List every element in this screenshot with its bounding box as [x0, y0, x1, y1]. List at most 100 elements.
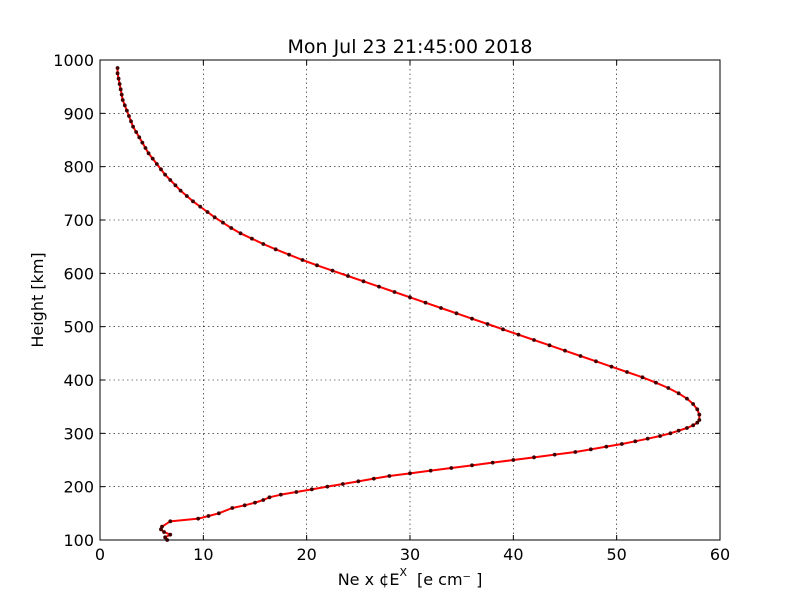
data-point: [129, 119, 133, 124]
data-point: [300, 258, 305, 262]
data-point: [150, 156, 155, 161]
data-point: [676, 391, 681, 396]
y-tick-label: 900: [63, 104, 94, 123]
data-point: [229, 226, 234, 230]
chart-title: Mon Jul 23 21:45:00 2018: [287, 36, 532, 58]
y-tick-label: 200: [63, 478, 94, 497]
data-point: [163, 535, 168, 540]
x-axis-label-main: Ne x ¢E: [338, 570, 400, 589]
data-point: [532, 455, 536, 460]
data-point: [654, 380, 658, 385]
data-point: [261, 242, 266, 246]
data-point: [178, 188, 183, 193]
grid-layer: [100, 60, 720, 540]
data-point: [485, 322, 490, 326]
data-point: [501, 327, 505, 332]
data-point: [206, 514, 211, 518]
data-point: [162, 530, 166, 534]
x-axis-label: Ne x ¢EX [e cm⁻ ]: [338, 566, 483, 589]
data-point: [253, 500, 257, 505]
x-tick-label: 40: [503, 545, 523, 564]
x-tick-label: 10: [193, 545, 213, 564]
data-point: [594, 359, 598, 364]
data-point: [118, 87, 123, 92]
data-point: [685, 396, 689, 401]
data-point: [573, 450, 578, 454]
x-tick-label: 30: [400, 545, 420, 564]
data-point: [470, 316, 474, 321]
data-point: [361, 279, 366, 284]
y-tick-label: 300: [63, 424, 94, 443]
data-point: [454, 311, 459, 316]
data-point: [221, 220, 225, 225]
data-point: [205, 210, 210, 214]
data-point: [691, 423, 696, 428]
data-point: [697, 418, 702, 422]
x-axis-label-unit: [e cm⁻ ]: [417, 570, 482, 589]
data-point: [134, 130, 139, 134]
data-point: [198, 204, 203, 209]
data-point: [140, 140, 145, 145]
data-point: [356, 479, 361, 484]
data-point: [532, 338, 536, 342]
y-tick-label: 100: [63, 531, 94, 550]
y-tick-label: 500: [63, 318, 94, 337]
data-point: [184, 194, 189, 198]
data-point: [408, 295, 412, 300]
tick-layer: 0 10 20 30 40 50 60 100 200 300 400 500 600 700 800 900…: [53, 51, 730, 564]
data-point: [685, 426, 689, 430]
data-point: [633, 439, 638, 444]
data-point: [163, 172, 168, 177]
data-point: [346, 274, 350, 278]
data-point: [212, 215, 217, 220]
data-point: [117, 82, 122, 86]
data-point: [124, 108, 129, 113]
data-point: [547, 343, 552, 348]
y-tick-label: 1000: [53, 51, 94, 70]
data-point: [116, 76, 121, 81]
data-point: [490, 460, 495, 465]
data-point: [250, 236, 254, 241]
data-point: [168, 519, 173, 524]
x-tick-label: 0: [95, 545, 105, 564]
data-point: [423, 300, 428, 305]
data-point: [668, 431, 673, 436]
y-tick-label: 600: [63, 264, 94, 283]
data-point: [563, 348, 567, 353]
data-point: [143, 146, 148, 150]
data-point: [340, 482, 345, 486]
data-point: [278, 492, 283, 497]
data-point: [588, 447, 593, 452]
data-point: [238, 231, 243, 236]
data-point: [428, 468, 433, 473]
data-point: [325, 484, 330, 489]
data-point: [449, 466, 454, 470]
data-point: [645, 436, 650, 441]
y-axis-label: Height [km]: [28, 252, 47, 347]
data-point: [122, 103, 127, 108]
y-tick-label: 400: [63, 371, 94, 390]
data-point: [640, 375, 645, 380]
data-point: [191, 199, 195, 204]
data-point: [115, 71, 120, 76]
data-point: [115, 66, 120, 70]
data-point: [159, 167, 163, 172]
data-point: [287, 252, 291, 257]
data-point: [309, 487, 314, 492]
data-point: [470, 463, 474, 468]
data-point: [131, 124, 135, 129]
data-point: [604, 444, 609, 449]
data-point: [173, 183, 178, 188]
data-point: [439, 306, 443, 310]
data-point: [261, 498, 266, 502]
data-point: [516, 332, 521, 337]
data-point: [267, 495, 272, 500]
data-point: [330, 268, 335, 273]
data-point: [294, 490, 299, 494]
data-point: [377, 284, 381, 289]
data-point: [146, 151, 151, 156]
data-point: [578, 354, 583, 358]
data-point: [168, 532, 173, 537]
x-tick-label: 60: [710, 545, 730, 564]
